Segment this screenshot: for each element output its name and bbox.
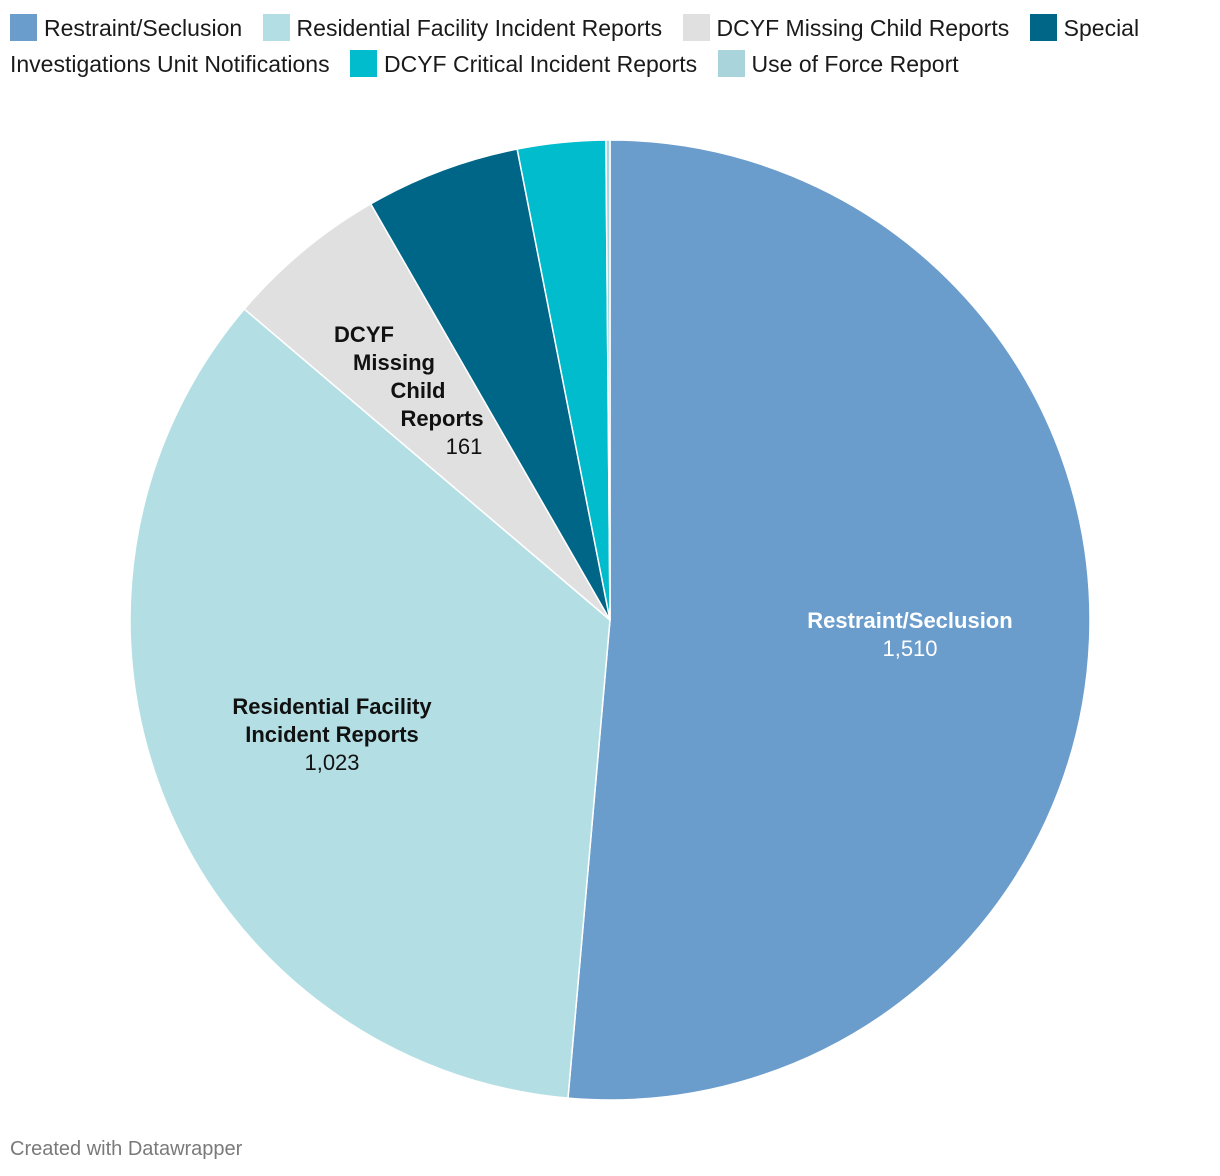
slice-label: Child — [391, 378, 446, 403]
legend-item: DCYF Missing Child Reports — [682, 14, 1010, 41]
slice-label: Missing — [353, 350, 435, 375]
legend-swatch — [1029, 14, 1057, 41]
legend-swatch — [262, 14, 290, 41]
legend-item: Residential Facility Incident Reports — [262, 14, 663, 41]
datawrapper-credit: Created with Datawrapper — [10, 1138, 243, 1160]
pie-slice — [129, 308, 611, 1099]
legend-label: DCYF Critical Incident Reports — [384, 51, 698, 77]
slice-value-label: 1,510 — [882, 636, 937, 661]
legend-swatch — [717, 50, 745, 77]
legend-label: Residential Facility Incident Reports — [296, 15, 663, 41]
pie-slice — [605, 139, 611, 621]
legend-item: Restraint/Seclusion — [10, 14, 243, 41]
legend-label: Restraint/Seclusion — [44, 15, 243, 41]
pie-slice — [243, 202, 611, 621]
legend: Restraint/Seclusion Residential Facility… — [10, 10, 1210, 82]
legend-label: DCYF Missing Child Reports — [716, 15, 1010, 41]
slice-value-label: 1,023 — [304, 750, 359, 775]
legend-item: Use of Force Report — [717, 50, 959, 77]
slice-label: Incident Reports — [245, 722, 419, 747]
slice-label: Reports — [400, 406, 483, 431]
legend-swatch — [10, 14, 37, 41]
legend-label: Use of Force Report — [751, 51, 959, 77]
legend-swatch — [682, 14, 710, 41]
legend-item: Special Investigations Unit Notification… — [10, 14, 1140, 77]
slice-label: Restraint/Seclusion — [807, 608, 1012, 633]
slice-value-label: 161 — [446, 434, 483, 459]
slice-label: Residential Facility — [232, 694, 432, 719]
legend-item: DCYF Critical Incident Reports — [350, 50, 698, 77]
pie-slice — [567, 139, 1091, 1101]
legend-swatch — [350, 50, 377, 77]
pie-slice — [369, 148, 611, 621]
slice-label: DCYF — [334, 322, 394, 347]
legend-label: Special Investigations Unit Notification… — [10, 15, 1140, 77]
